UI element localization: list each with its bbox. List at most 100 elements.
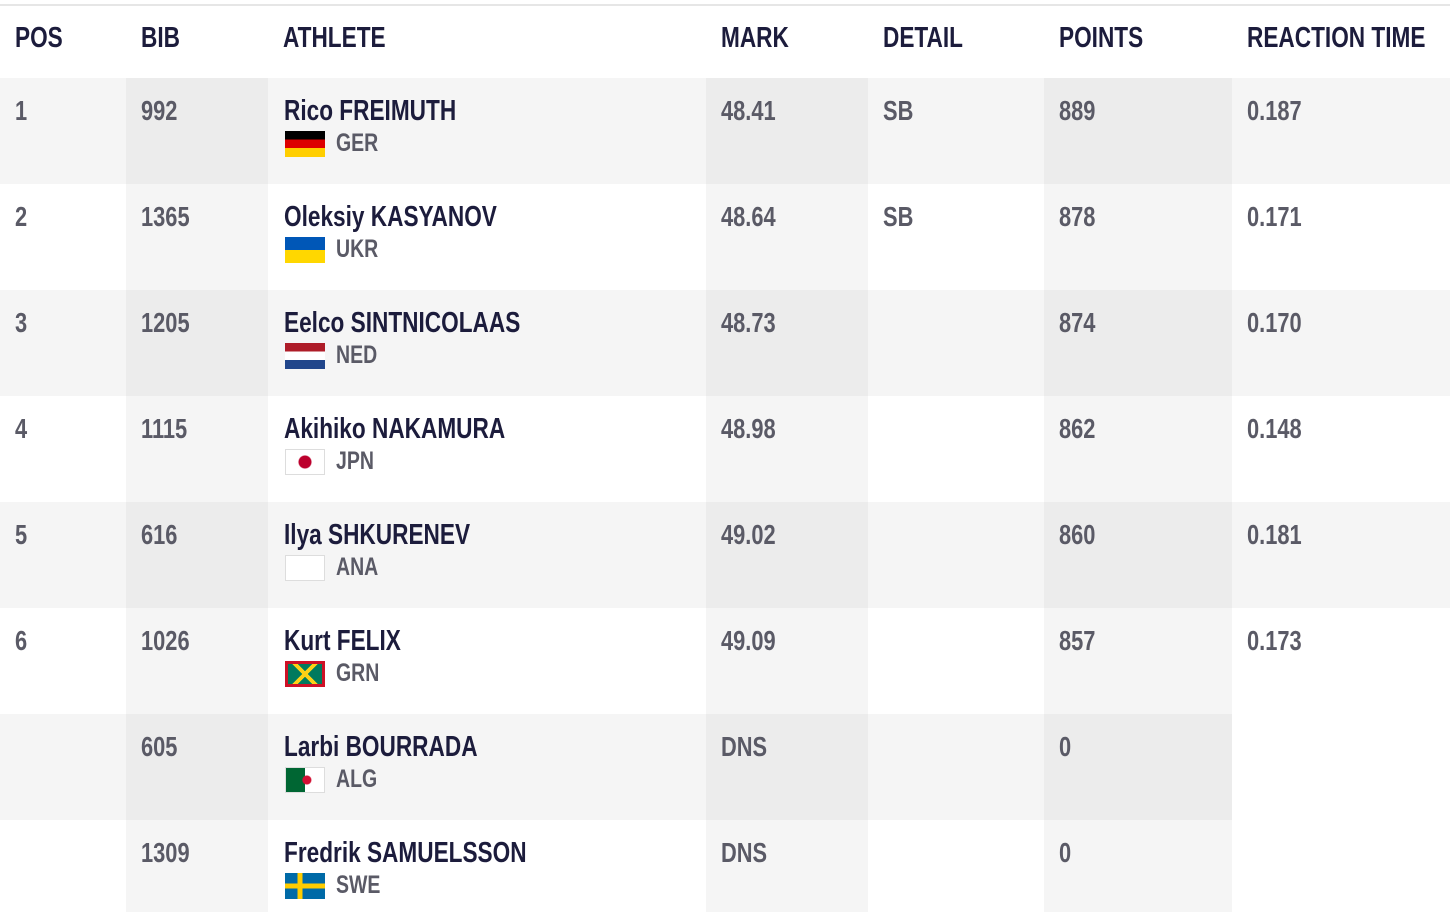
table-cell: Rico FREIMUTH GER (268, 78, 706, 184)
reaction-value: 0.171 (1247, 201, 1302, 232)
table-cell: 49.02 (706, 502, 868, 608)
column-header: DETAIL (883, 22, 963, 54)
table-cell (0, 714, 126, 820)
bib-value: 992 (141, 95, 178, 126)
top-border (0, 4, 1450, 6)
points-value: 862 (1059, 413, 1096, 444)
bib-value: 1026 (141, 625, 190, 656)
table-cell: DNS (706, 820, 868, 912)
detail-value: SB (883, 95, 914, 126)
table-cell: 5 (0, 502, 126, 608)
mark-value: 48.98 (721, 413, 776, 444)
reaction-value: 0.187 (1247, 95, 1302, 126)
mark-value: 49.02 (721, 519, 776, 550)
table-cell: Larbi BOURRADA ALG (268, 714, 706, 820)
table-cell: 0.170 (1232, 290, 1450, 396)
country-flag (285, 343, 325, 369)
pos-value: 4 (15, 413, 28, 444)
reaction-value: 0.148 (1247, 413, 1302, 444)
table-cell: 0.181 (1232, 502, 1450, 608)
table-cell (868, 608, 1044, 714)
pos-value: 5 (15, 519, 28, 550)
table-cell: Kurt FELIX GRN (268, 608, 706, 714)
table-cell: 1115 (126, 396, 268, 502)
table-cell: 0.187 (1232, 78, 1450, 184)
table-cell: 4 (0, 396, 126, 502)
pos-value: 1 (15, 95, 28, 126)
table-cell: 1365 (126, 184, 268, 290)
table-cell: 49.09 (706, 608, 868, 714)
athlete-name: Eelco SINTNICOLAAS (284, 307, 521, 339)
table-cell: 0.173 (1232, 608, 1450, 714)
athlete-name: Larbi BOURRADA (284, 731, 478, 763)
athlete-name: Kurt FELIX (284, 625, 401, 657)
table-cell: 3 (0, 290, 126, 396)
bib-value: 1115 (141, 413, 188, 444)
table-cell: 48.73 (706, 290, 868, 396)
table-cell: 6 (0, 608, 126, 714)
table-cell: 1026 (126, 608, 268, 714)
table-cell (868, 820, 1044, 912)
country-code: GER (336, 129, 379, 157)
table-cell: 878 (1044, 184, 1232, 290)
country-code: SWE (336, 871, 381, 899)
table-cell: SB (868, 78, 1044, 184)
reaction-value: 0.181 (1247, 519, 1302, 550)
country-code: ALG (336, 765, 378, 793)
bib-value: 1205 (141, 307, 190, 338)
pos-value: 6 (15, 625, 28, 656)
mark-value: 48.41 (721, 95, 776, 126)
table-cell (868, 290, 1044, 396)
table-cell: Akihiko NAKAMURA JPN (268, 396, 706, 502)
country-flag (285, 873, 325, 899)
column-header: BIB (141, 22, 180, 54)
pos-value: 2 (15, 201, 28, 232)
points-value: 874 (1059, 307, 1096, 338)
athlete-name: Fredrik SAMUELSSON (284, 837, 527, 869)
table-cell: 48.98 (706, 396, 868, 502)
points-value: 857 (1059, 625, 1096, 656)
table-cell: 48.41 (706, 78, 868, 184)
table-cell: 862 (1044, 396, 1232, 502)
reaction-value: 0.173 (1247, 625, 1302, 656)
points-value: 889 (1059, 95, 1096, 126)
table-cell (868, 714, 1044, 820)
table-cell: 0.171 (1232, 184, 1450, 290)
table-cell: 616 (126, 502, 268, 608)
mark-value: 48.73 (721, 307, 776, 338)
table-cell: SB (868, 184, 1044, 290)
detail-value: SB (883, 201, 914, 232)
country-code: UKR (336, 235, 379, 263)
table-cell: 857 (1044, 608, 1232, 714)
table-cell: 0.148 (1232, 396, 1450, 502)
table-cell: 1309 (126, 820, 268, 912)
country-code: JPN (336, 447, 374, 475)
mark-value: 48.64 (721, 201, 776, 232)
table-cell: Fredrik SAMUELSSON SWE (268, 820, 706, 912)
table-cell: 1205 (126, 290, 268, 396)
table-cell (868, 396, 1044, 502)
country-flag (285, 237, 325, 263)
bib-value: 616 (141, 519, 178, 550)
points-value: 0 (1059, 731, 1072, 762)
athlete-name: Ilya SHKURENEV (284, 519, 471, 551)
table-cell (868, 502, 1044, 608)
table-cell: DNS (706, 714, 868, 820)
table-cell: 889 (1044, 78, 1232, 184)
mark-value: DNS (721, 837, 768, 868)
table-cell: 0 (1044, 714, 1232, 820)
points-value: 878 (1059, 201, 1096, 232)
column-header: POS (15, 22, 63, 54)
table-cell: 1 (0, 78, 126, 184)
country-flag (285, 555, 325, 581)
mark-value: 49.09 (721, 625, 776, 656)
table-cell: 48.64 (706, 184, 868, 290)
country-code: GRN (336, 659, 380, 687)
country-flag (285, 767, 325, 793)
country-code: ANA (336, 553, 379, 581)
country-code: NED (336, 341, 378, 369)
table-cell: 860 (1044, 502, 1232, 608)
athlete-name: Akihiko NAKAMURA (284, 413, 506, 445)
table-cell: 0 (1044, 820, 1232, 912)
